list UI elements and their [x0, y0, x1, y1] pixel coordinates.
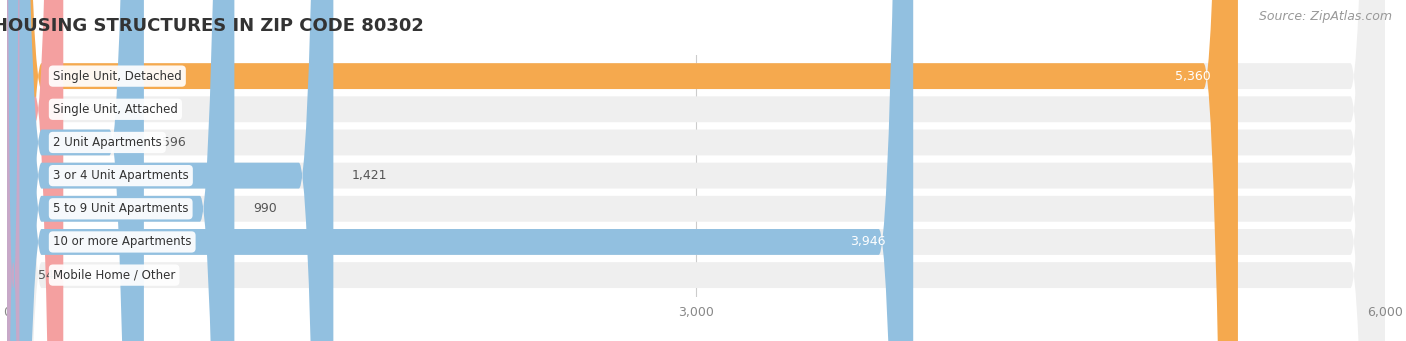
- Text: 5 to 9 Unit Apartments: 5 to 9 Unit Apartments: [53, 202, 188, 215]
- FancyBboxPatch shape: [7, 0, 1237, 341]
- FancyBboxPatch shape: [7, 0, 1385, 341]
- Text: 990: 990: [253, 202, 277, 215]
- Text: Mobile Home / Other: Mobile Home / Other: [53, 269, 176, 282]
- Text: 3 or 4 Unit Apartments: 3 or 4 Unit Apartments: [53, 169, 188, 182]
- Text: HOUSING STRUCTURES IN ZIP CODE 80302: HOUSING STRUCTURES IN ZIP CODE 80302: [0, 17, 425, 35]
- FancyBboxPatch shape: [7, 0, 333, 341]
- Text: Source: ZipAtlas.com: Source: ZipAtlas.com: [1258, 10, 1392, 23]
- FancyBboxPatch shape: [7, 0, 20, 341]
- Text: 3,946: 3,946: [851, 235, 886, 249]
- Text: 245: 245: [82, 103, 105, 116]
- Text: 596: 596: [162, 136, 186, 149]
- Text: 5,360: 5,360: [1174, 70, 1211, 83]
- Text: 2 Unit Apartments: 2 Unit Apartments: [53, 136, 162, 149]
- FancyBboxPatch shape: [7, 0, 1385, 341]
- FancyBboxPatch shape: [7, 0, 63, 341]
- Text: Single Unit, Detached: Single Unit, Detached: [53, 70, 181, 83]
- Text: Single Unit, Attached: Single Unit, Attached: [53, 103, 177, 116]
- Text: 54: 54: [38, 269, 53, 282]
- Text: 10 or more Apartments: 10 or more Apartments: [53, 235, 191, 249]
- FancyBboxPatch shape: [7, 0, 1385, 341]
- Text: 1,421: 1,421: [352, 169, 387, 182]
- FancyBboxPatch shape: [7, 0, 1385, 341]
- FancyBboxPatch shape: [7, 0, 1385, 341]
- FancyBboxPatch shape: [7, 0, 143, 341]
- FancyBboxPatch shape: [7, 0, 235, 341]
- FancyBboxPatch shape: [7, 0, 914, 341]
- FancyBboxPatch shape: [7, 0, 1385, 341]
- FancyBboxPatch shape: [7, 0, 1385, 341]
